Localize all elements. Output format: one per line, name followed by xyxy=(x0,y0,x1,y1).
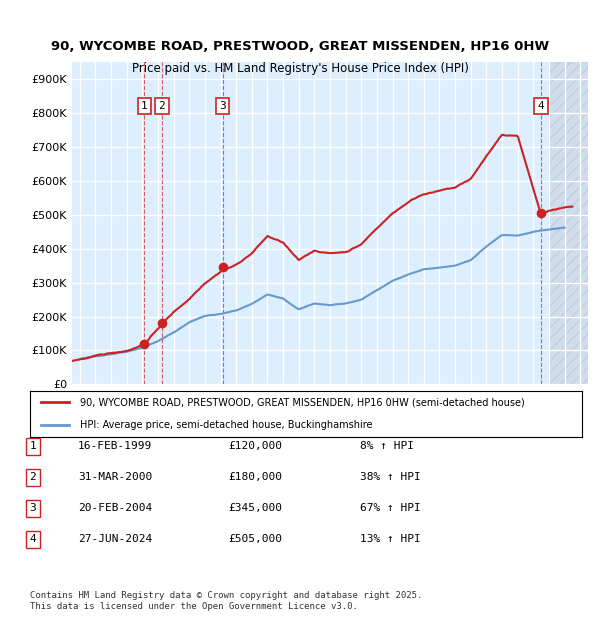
Text: 16-FEB-1999: 16-FEB-1999 xyxy=(78,441,152,451)
Text: 8% ↑ HPI: 8% ↑ HPI xyxy=(360,441,414,451)
Text: 90, WYCOMBE ROAD, PRESTWOOD, GREAT MISSENDEN, HP16 0HW (semi-detached house): 90, WYCOMBE ROAD, PRESTWOOD, GREAT MISSE… xyxy=(80,397,524,407)
Text: 38% ↑ HPI: 38% ↑ HPI xyxy=(360,472,421,482)
Text: 20-FEB-2004: 20-FEB-2004 xyxy=(78,503,152,513)
Text: 13% ↑ HPI: 13% ↑ HPI xyxy=(360,534,421,544)
Text: 1: 1 xyxy=(141,101,148,111)
Text: £180,000: £180,000 xyxy=(228,472,282,482)
Text: Price paid vs. HM Land Registry's House Price Index (HPI): Price paid vs. HM Land Registry's House … xyxy=(131,62,469,75)
Text: £120,000: £120,000 xyxy=(228,441,282,451)
Text: £505,000: £505,000 xyxy=(228,534,282,544)
Text: 67% ↑ HPI: 67% ↑ HPI xyxy=(360,503,421,513)
Text: 31-MAR-2000: 31-MAR-2000 xyxy=(78,472,152,482)
Text: 27-JUN-2024: 27-JUN-2024 xyxy=(78,534,152,544)
Text: Contains HM Land Registry data © Crown copyright and database right 2025.
This d: Contains HM Land Registry data © Crown c… xyxy=(30,591,422,611)
Text: 1: 1 xyxy=(29,441,37,451)
Text: HPI: Average price, semi-detached house, Buckinghamshire: HPI: Average price, semi-detached house,… xyxy=(80,420,372,430)
Text: 2: 2 xyxy=(158,101,165,111)
Bar xyxy=(549,62,596,384)
Text: £345,000: £345,000 xyxy=(228,503,282,513)
Text: 4: 4 xyxy=(538,101,544,111)
Bar xyxy=(549,62,596,384)
Text: 3: 3 xyxy=(29,503,37,513)
Text: 90, WYCOMBE ROAD, PRESTWOOD, GREAT MISSENDEN, HP16 0HW: 90, WYCOMBE ROAD, PRESTWOOD, GREAT MISSE… xyxy=(51,40,549,53)
Text: 3: 3 xyxy=(219,101,226,111)
Text: 2: 2 xyxy=(29,472,37,482)
Text: 4: 4 xyxy=(29,534,37,544)
